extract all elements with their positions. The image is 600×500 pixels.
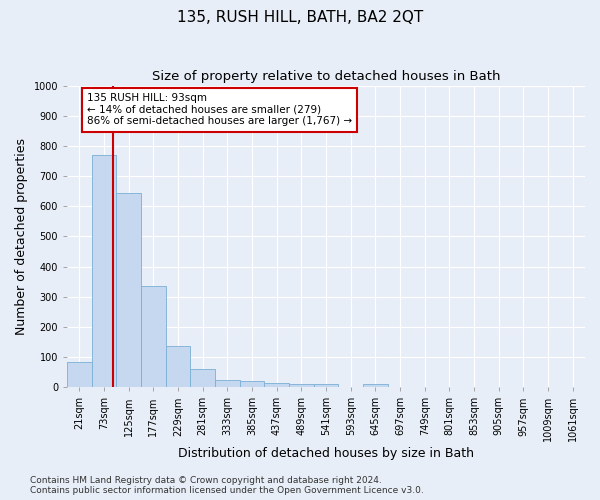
Text: Contains HM Land Registry data © Crown copyright and database right 2024.
Contai: Contains HM Land Registry data © Crown c… xyxy=(30,476,424,495)
Bar xyxy=(240,381,265,387)
Bar xyxy=(116,192,141,387)
Text: 135, RUSH HILL, BATH, BA2 2QT: 135, RUSH HILL, BATH, BA2 2QT xyxy=(177,10,423,25)
Text: 135 RUSH HILL: 93sqm
← 14% of detached houses are smaller (279)
86% of semi-deta: 135 RUSH HILL: 93sqm ← 14% of detached h… xyxy=(87,93,352,126)
Bar xyxy=(363,384,388,387)
Bar xyxy=(67,362,92,387)
Bar xyxy=(166,346,190,387)
X-axis label: Distribution of detached houses by size in Bath: Distribution of detached houses by size … xyxy=(178,447,474,460)
Bar xyxy=(141,286,166,387)
Y-axis label: Number of detached properties: Number of detached properties xyxy=(15,138,28,335)
Bar xyxy=(190,369,215,387)
Title: Size of property relative to detached houses in Bath: Size of property relative to detached ho… xyxy=(152,70,500,83)
Bar xyxy=(265,382,289,387)
Bar xyxy=(314,384,338,387)
Bar xyxy=(215,380,240,387)
Bar xyxy=(92,155,116,387)
Bar xyxy=(289,384,314,387)
